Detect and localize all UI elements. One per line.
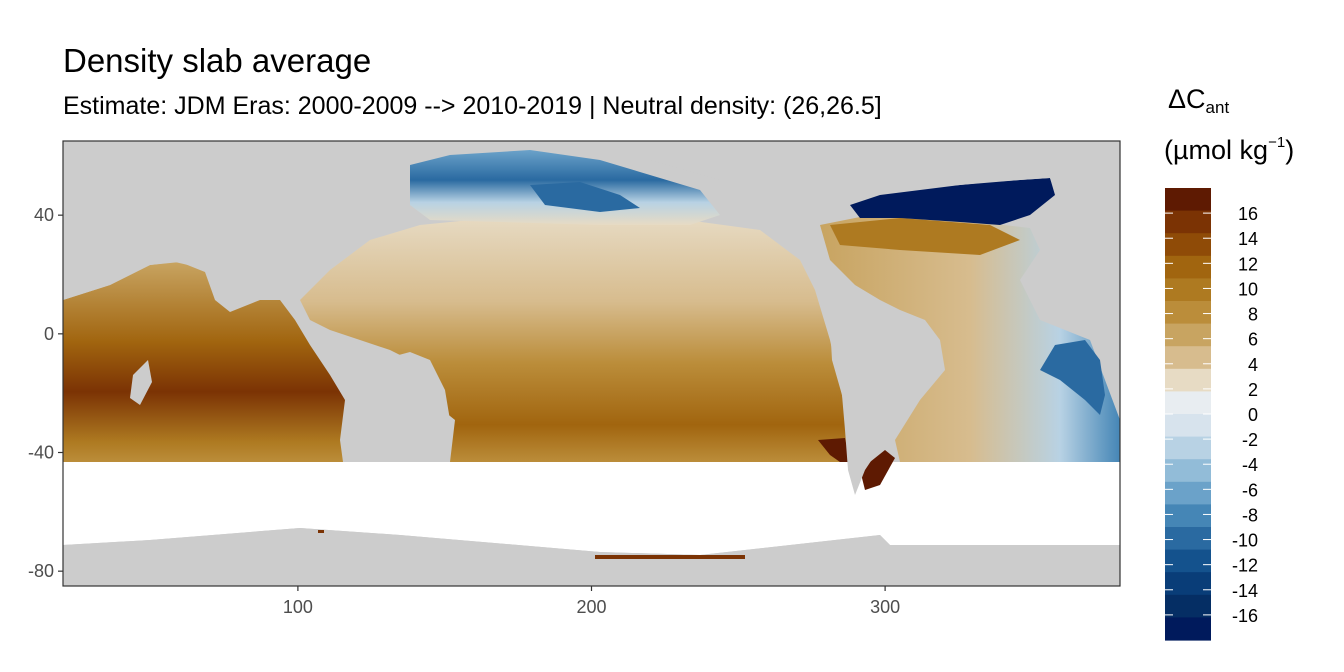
legend-label: 0 <box>1248 405 1258 425</box>
legend-label: 4 <box>1248 355 1258 375</box>
north-atlantic-subtropical <box>830 218 1020 255</box>
legend-title: ΔCant <box>1168 84 1230 117</box>
x-tick-label: 200 <box>576 597 606 617</box>
legend-label: -16 <box>1232 606 1258 626</box>
africa-land <box>63 175 230 300</box>
north-pacific-core <box>530 182 640 212</box>
legend-color-step <box>1165 617 1211 641</box>
legend-label: 14 <box>1238 229 1258 249</box>
legend-label: -14 <box>1232 581 1258 601</box>
y-tick-label: -40 <box>28 443 54 463</box>
legend-color-step <box>1165 233 1211 257</box>
chart-title: Density slab average <box>63 42 372 79</box>
legend-color-step <box>1165 481 1211 505</box>
legend-color-step <box>1165 188 1211 212</box>
legend-unit: (µmol kg−1) <box>1164 134 1295 165</box>
south-america-land <box>830 300 940 495</box>
legend-color-step <box>1165 323 1211 347</box>
legend-label: 8 <box>1248 305 1258 325</box>
legend-label: -12 <box>1232 556 1258 576</box>
antarctic-shelf-patch-2 <box>318 530 324 533</box>
map-layer <box>63 141 1120 586</box>
legend-label: 2 <box>1248 380 1258 400</box>
y-tick-label: -80 <box>28 561 54 581</box>
legend-label: 10 <box>1238 279 1258 299</box>
indian-ocean <box>63 262 345 462</box>
legend-color-step <box>1165 572 1211 596</box>
madagascar-land <box>130 360 152 405</box>
legend-color-step <box>1165 278 1211 302</box>
antarctica-land <box>63 528 1120 586</box>
north-continents-land <box>63 141 1120 275</box>
legend-label: 12 <box>1238 254 1258 274</box>
legend-label: 16 <box>1238 204 1258 224</box>
legend-color-step <box>1165 594 1211 618</box>
x-tick-label: 300 <box>870 597 900 617</box>
australia-land <box>350 352 450 450</box>
legend-color-step <box>1165 527 1211 551</box>
y-tick-label: 0 <box>44 324 54 344</box>
legend-label: 6 <box>1248 330 1258 350</box>
legend-label: -2 <box>1242 430 1258 450</box>
y-tick-label: 40 <box>34 205 54 225</box>
legend-color-step <box>1165 391 1211 415</box>
legend-color-step <box>1165 414 1211 438</box>
legend-color-step <box>1165 549 1211 573</box>
x-tick-label: 100 <box>283 597 313 617</box>
drake-passage <box>860 450 895 490</box>
legend-label: -8 <box>1242 505 1258 525</box>
atlantic-ocean <box>820 215 1120 462</box>
legend-label: -10 <box>1232 531 1258 551</box>
legend-color-step <box>1165 210 1211 234</box>
antarctic-shelf-patch <box>595 555 745 559</box>
legend-label: -6 <box>1242 480 1258 500</box>
legend-color-step <box>1165 301 1211 325</box>
legend: 16 14 12 10 8 6 4 2 0 -2 -4 -6 -8 -10 -12 -14 -16 <box>1165 188 1258 641</box>
legend-color-step <box>1165 346 1211 370</box>
legend-color-step <box>1165 368 1211 392</box>
chart-subtitle: Estimate: JDM Eras: 2000-2009 --> 2010-2… <box>63 92 882 120</box>
legend-color-step <box>1165 255 1211 279</box>
north-atlantic-subpolar <box>850 178 1055 225</box>
legend-color-step <box>1165 436 1211 460</box>
chile-margin <box>818 438 850 462</box>
legend-color-step <box>1165 504 1211 528</box>
tropical-atlantic-east <box>1040 340 1105 415</box>
legend-color-step <box>1165 459 1211 483</box>
legend-label: -4 <box>1242 455 1258 475</box>
